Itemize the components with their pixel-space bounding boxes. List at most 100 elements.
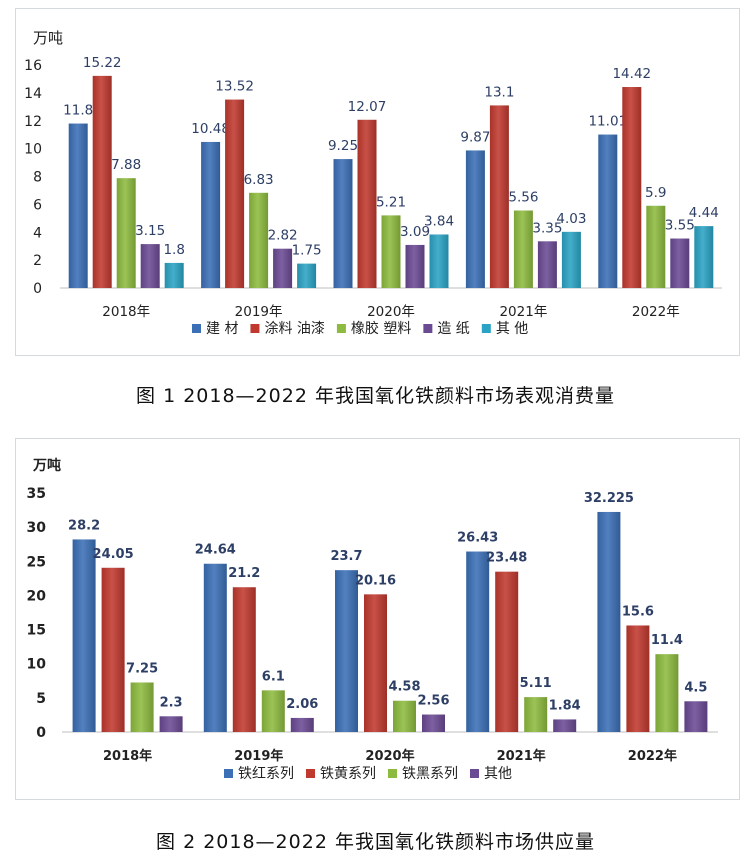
bar-2-2 bbox=[232, 587, 256, 732]
bar-5-1 bbox=[164, 262, 184, 288]
data-label: 6.1 bbox=[262, 669, 285, 684]
data-label: 2.3 bbox=[160, 695, 183, 710]
data-label: 1.84 bbox=[549, 698, 581, 713]
y-tick-label: 30 bbox=[27, 520, 47, 536]
data-label: 5.9 bbox=[645, 185, 666, 201]
data-label: 2.06 bbox=[286, 697, 318, 712]
bar-1-5 bbox=[598, 134, 618, 288]
figure-caption-2: 图 2 2018—2022 年我国氧化铁颜料市场供应量 bbox=[156, 831, 595, 853]
data-label: 21.2 bbox=[228, 566, 260, 581]
data-label: 3.15 bbox=[135, 223, 165, 239]
bar-5-5 bbox=[694, 226, 714, 288]
chart-panel-supply: 万吨 0 5 10 15 20 25 30 35 28.2 24.05 7.25 2.3 2018年 24.… bbox=[15, 438, 740, 800]
data-label: 10.48 bbox=[191, 121, 230, 137]
chart-panel-consumption: 万吨 0 2 4 6 8 10 12 14 16 11.8 15.22 7.88 3.15 1.8 2018年… bbox=[15, 8, 740, 356]
data-label: 14.42 bbox=[612, 66, 651, 82]
data-label: 32.225 bbox=[584, 491, 634, 506]
y-tick-label: 6 bbox=[33, 197, 42, 213]
bar-1-5 bbox=[597, 511, 621, 732]
legend-swatch bbox=[388, 769, 397, 778]
legend-label: 铁红系列 bbox=[238, 766, 294, 782]
y-tick-label: 10 bbox=[27, 657, 47, 673]
data-label: 9.25 bbox=[328, 138, 358, 154]
y-tick-label: 0 bbox=[36, 725, 46, 741]
bar-3-1 bbox=[116, 178, 136, 288]
y-tick-label: 14 bbox=[24, 86, 42, 102]
bar-2-4 bbox=[495, 571, 519, 732]
legend-label: 建 材 bbox=[206, 321, 238, 337]
y-tick-label: 4 bbox=[33, 225, 42, 241]
x-tick-label: 2022年 bbox=[628, 748, 677, 764]
legend-swatch bbox=[306, 769, 315, 778]
bar-4-4 bbox=[553, 719, 577, 732]
bar-1-3 bbox=[333, 159, 353, 288]
legend-swatch bbox=[250, 324, 260, 333]
bar-4-4 bbox=[537, 241, 557, 288]
data-label: 24.64 bbox=[195, 543, 236, 558]
data-label: 2.56 bbox=[417, 694, 449, 709]
legend-label: 其他 bbox=[484, 766, 512, 782]
x-tick-label: 2019年 bbox=[235, 304, 283, 320]
bar-3-3 bbox=[393, 700, 416, 732]
data-label: 3.84 bbox=[424, 213, 454, 229]
y-tick-label: 35 bbox=[27, 486, 46, 502]
bar-5-4 bbox=[561, 231, 581, 288]
bar-4-3 bbox=[405, 244, 425, 288]
bar-5-3 bbox=[429, 234, 449, 288]
data-label: 5.21 bbox=[376, 194, 406, 210]
y-axis-unit-label: 万吨 bbox=[33, 29, 63, 47]
bar-4-2 bbox=[290, 717, 314, 732]
bar-4-3 bbox=[422, 714, 445, 732]
legend-swatch bbox=[481, 324, 491, 333]
legend-label: 涂料 油漆 bbox=[264, 321, 324, 337]
bar-2-5 bbox=[626, 625, 650, 732]
data-label: 15.22 bbox=[83, 55, 122, 71]
y-tick-label: 20 bbox=[27, 588, 47, 604]
bar-3-1 bbox=[130, 682, 154, 732]
data-label: 20.16 bbox=[355, 573, 396, 588]
legend-label: 其 他 bbox=[496, 321, 528, 337]
data-label: 28.2 bbox=[68, 518, 100, 533]
bar-2-3 bbox=[357, 119, 377, 288]
data-label: 4.58 bbox=[388, 680, 420, 695]
data-label: 12.07 bbox=[348, 99, 387, 115]
legend-swatch bbox=[470, 769, 479, 778]
legend-label: 橡胶 塑料 bbox=[351, 320, 411, 337]
x-tick-label: 2021年 bbox=[497, 748, 546, 764]
y-tick-label: 0 bbox=[33, 281, 42, 297]
legend-swatch bbox=[423, 324, 433, 333]
x-tick-label: 2020年 bbox=[367, 304, 415, 320]
bar-1-4 bbox=[465, 150, 485, 288]
bar-3-2 bbox=[261, 690, 285, 732]
bar-2-5 bbox=[622, 87, 642, 289]
data-label: 23.7 bbox=[330, 549, 362, 564]
bar-3-2 bbox=[249, 192, 269, 288]
data-label: 11.8 bbox=[63, 103, 93, 119]
bar-2-2 bbox=[225, 99, 245, 288]
bar-4-5 bbox=[684, 701, 708, 732]
y-tick-label: 15 bbox=[27, 623, 46, 639]
y-tick-label: 12 bbox=[24, 114, 42, 130]
data-label: 4.03 bbox=[556, 211, 586, 227]
x-tick-label: 2022年 bbox=[632, 304, 680, 320]
x-tick-label: 2018年 bbox=[102, 304, 150, 320]
legend-swatch bbox=[192, 324, 201, 333]
data-label: 15.6 bbox=[622, 604, 654, 619]
data-label: 5.56 bbox=[508, 190, 538, 206]
data-label: 11.01 bbox=[588, 114, 627, 130]
bar-4-5 bbox=[670, 238, 690, 288]
bar-1-4 bbox=[466, 551, 490, 732]
x-tick-label: 2021年 bbox=[499, 304, 547, 320]
bar-3-5 bbox=[655, 654, 679, 732]
data-label: 1.8 bbox=[163, 242, 184, 258]
bar-4-1 bbox=[140, 244, 160, 288]
data-label: 3.35 bbox=[532, 220, 562, 236]
figure-caption-1: 图 1 2018—2022 年我国氧化铁颜料市场表观消费量 bbox=[136, 385, 615, 407]
bar-1-1 bbox=[72, 539, 96, 732]
bar-1-2 bbox=[201, 141, 221, 288]
legend-swatch bbox=[336, 324, 346, 333]
consumption-bar-chart: 万吨 0 2 4 6 8 10 12 14 16 11.8 15.22 7.88 3.15 1.8 2018年… bbox=[24, 29, 722, 337]
data-label: 2.82 bbox=[268, 228, 298, 244]
y-tick-label: 2 bbox=[33, 253, 42, 269]
data-label: 7.88 bbox=[111, 157, 141, 173]
